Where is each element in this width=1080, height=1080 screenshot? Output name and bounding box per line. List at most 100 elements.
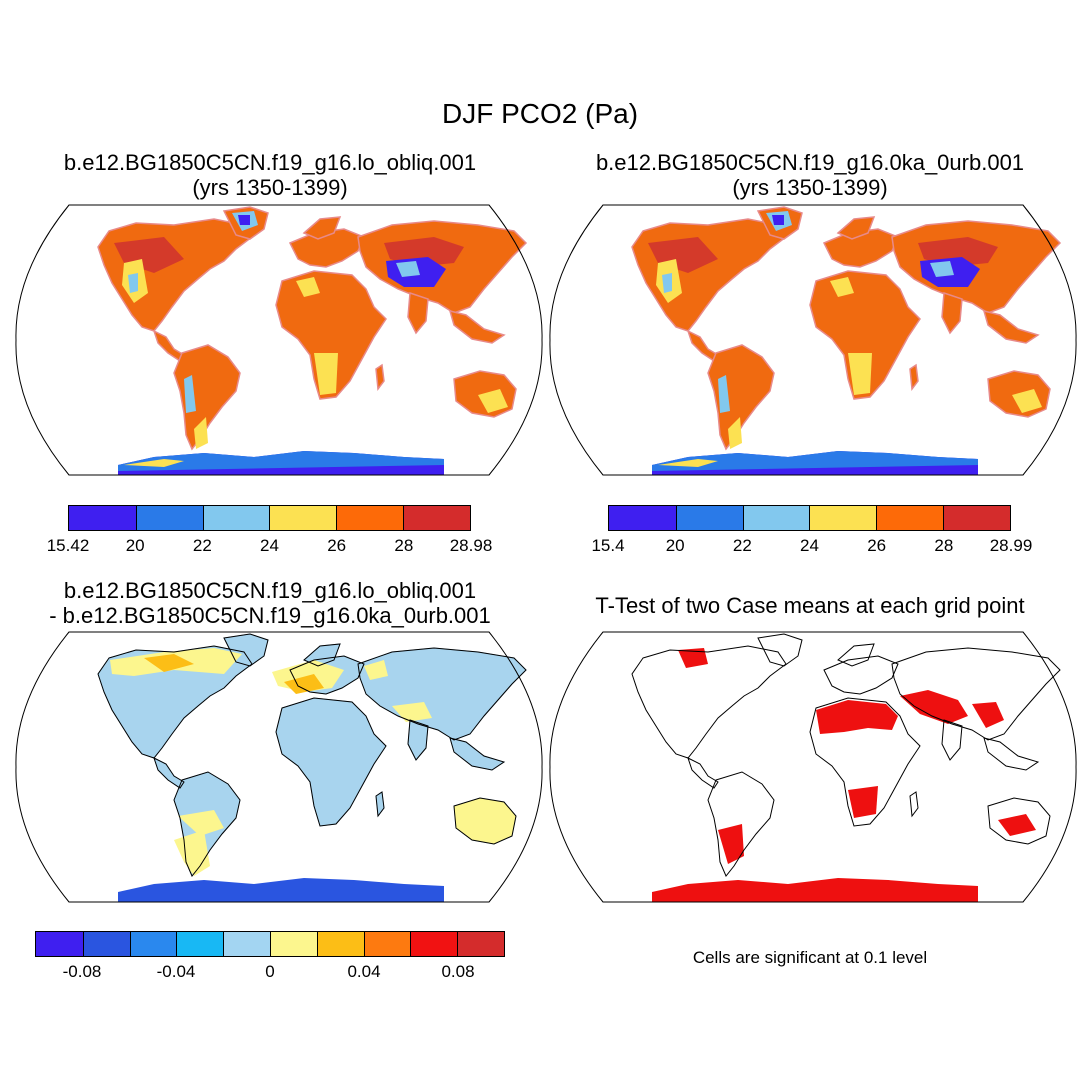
- panel3-title-line1: b.e12.BG1850C5CN.f19_g16.lo_obliq.001: [63, 578, 477, 603]
- centralAmerica-coast: [687, 757, 719, 789]
- colorbar-swatch: [609, 506, 676, 530]
- colorbar-tick-label: 28.99: [989, 536, 1033, 555]
- scandinavia-coast: [303, 643, 341, 667]
- colorbar-tick-label: 20: [125, 536, 145, 555]
- china-significant: [972, 702, 1004, 728]
- africa-coast: [275, 697, 387, 827]
- colorbar-swatch: [69, 506, 136, 530]
- colorbar-swatch: [223, 932, 270, 956]
- greenland-deep: [238, 215, 250, 225]
- panel2-title: b.e12.BG1850C5CN.f19_g16.0ka_0urb.001 (y…: [560, 150, 1060, 200]
- madagascar-coast: [375, 791, 385, 818]
- colorbar-swatch: [336, 506, 404, 530]
- centralAmerica-land: [153, 757, 185, 789]
- panel1-title-line2: (yrs 1350-1399): [192, 175, 348, 200]
- colorbar-tick-label: 24: [260, 536, 279, 555]
- panel1-title: b.e12.BG1850C5CN.f19_g16.lo_obliq.001 (y…: [20, 150, 520, 200]
- panel3-colorbar-ticks: -0.08 -0.04 0 0.04 0.08: [35, 962, 505, 984]
- panel2-map-content: [549, 204, 1077, 476]
- india-coast: [407, 719, 429, 761]
- himalaya-yellow: [392, 702, 432, 722]
- colorbar-swatch: [269, 932, 317, 956]
- greenland-coast: [757, 633, 803, 667]
- seAsia-land: [449, 737, 506, 771]
- panel4-map-content: [549, 631, 1077, 903]
- canada-significant: [678, 648, 708, 668]
- colorbar-swatch: [876, 506, 944, 530]
- colorbar-tick-label: 28.98: [449, 536, 493, 555]
- panel1-map: [15, 204, 543, 476]
- africa-land: [275, 270, 387, 400]
- colorbar-swatch: [129, 932, 177, 956]
- colorbar-tick-label: 0.04: [347, 962, 381, 981]
- greenland-deep: [772, 215, 784, 225]
- colorbar-swatch: [675, 506, 743, 530]
- patagonia-patch: [194, 417, 208, 449]
- australia-coast: [453, 797, 517, 845]
- map-frame: [549, 204, 1077, 476]
- centralAmerica-coast: [153, 757, 185, 789]
- colorbar-swatch: [742, 506, 810, 530]
- colorbar-swatch: [410, 932, 458, 956]
- colorbar-swatch: [943, 506, 1010, 530]
- northAmerica-coast: [97, 645, 253, 759]
- greenland-coast: [223, 633, 269, 667]
- colorbar-tick-label: 26: [327, 536, 347, 555]
- panel4-title: T-Test of two Case means at each grid po…: [595, 593, 1025, 618]
- colorbar-tick-label: 28: [394, 536, 414, 555]
- europe-coast: [823, 655, 899, 695]
- antarctica-peninsula: [124, 459, 184, 467]
- colorbar-swatch: [176, 932, 224, 956]
- colorbar-swatch: [269, 506, 337, 530]
- antarctica-land: [118, 878, 444, 902]
- colorbar-tick-label: 15.4: [591, 536, 625, 555]
- panel3-colorbar: [35, 931, 505, 957]
- africa-coast: [809, 697, 921, 827]
- panel2-map: [549, 204, 1077, 476]
- colorbar-swatch: [363, 932, 411, 956]
- colorbar-swatch: [809, 506, 877, 530]
- australia-yellow: [454, 798, 516, 844]
- rockies-blue-patch: [128, 273, 138, 293]
- madagascar-land: [909, 363, 919, 391]
- panel3-map: [15, 631, 543, 903]
- south-america-significant: [718, 824, 744, 864]
- antarctica-significant: [652, 878, 978, 902]
- colorbar-tick-label: 15.42: [46, 536, 90, 555]
- scandinavia-land: [302, 216, 342, 240]
- seAsia-land: [448, 309, 506, 344]
- colorbar-swatch: [457, 932, 504, 956]
- india-land: [941, 291, 963, 335]
- south-africa-significant: [848, 786, 878, 818]
- australia-patch: [1012, 389, 1042, 413]
- panel3-map-content: [15, 631, 543, 903]
- madagascar-coast: [909, 791, 919, 818]
- centralAmerica-land: [152, 329, 186, 363]
- northAmerica-land: [631, 218, 788, 332]
- colorbar-tick-label: 20: [665, 536, 685, 555]
- colorbar-swatch: [36, 932, 83, 956]
- sahara-patch: [296, 277, 320, 297]
- tibet-light-patch: [930, 261, 954, 277]
- colorbar-tick-label: -0.08: [62, 962, 102, 981]
- antarctica-peninsula: [658, 459, 718, 467]
- panel4-note: Cells are significant at 0.1 level: [692, 948, 928, 967]
- colorbar-tick-label: 0: [265, 962, 275, 981]
- colorbar-swatch: [82, 932, 130, 956]
- colorbar-tick-label: 26: [867, 536, 887, 555]
- centralAmerica-land: [686, 329, 720, 363]
- panel3-title: b.e12.BG1850C5CN.f19_g16.lo_obliq.001 - …: [20, 578, 520, 628]
- patagonia-patch: [728, 417, 742, 449]
- panel1-colorbar: [68, 505, 471, 531]
- figure-title: DJF PCO2 (Pa): [441, 98, 639, 129]
- panel2-colorbar-ticks: 15.4 20 22 24 26 28 28.99: [591, 536, 1032, 558]
- india-land: [407, 291, 429, 335]
- colorbar-swatch: [316, 932, 364, 956]
- map-frame: [15, 204, 543, 476]
- andes-patch: [184, 375, 196, 413]
- south-america-yellow: [174, 830, 210, 876]
- southAmerica-coast: [173, 771, 241, 877]
- antarctica-edge: [118, 451, 444, 471]
- colorbar-tick-label: 24: [800, 536, 819, 555]
- panel4-map: [549, 631, 1077, 903]
